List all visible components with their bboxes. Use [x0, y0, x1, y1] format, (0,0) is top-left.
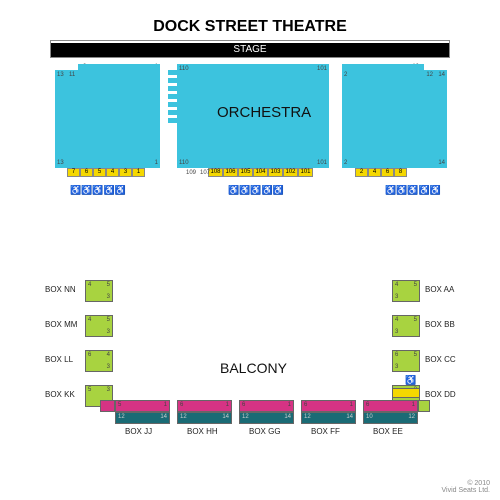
box-label: BOX BB	[425, 320, 455, 329]
balcony-box-lower[interactable]: 1214	[115, 412, 170, 424]
wheelchair-left: ♿♿♿♿♿	[70, 180, 126, 198]
balcony-box-upper[interactable]: 61	[239, 400, 294, 412]
premium-right[interactable]: 2468	[355, 168, 407, 177]
balcony-box-upper[interactable]: 61	[363, 400, 418, 412]
orchestra-left-top	[78, 64, 160, 70]
venue-title: DOCK STREET THEATRE	[0, 18, 500, 36]
box-section[interactable]: 563	[392, 350, 420, 372]
orchestra-center[interactable]: 110 101 110 101 ORCHESTRA	[177, 64, 329, 168]
box-section[interactable]: 543	[392, 315, 420, 337]
box-label: BOX KK	[45, 390, 75, 399]
box-label: BOX MM	[45, 320, 77, 329]
balcony-label: BALCONY	[220, 360, 287, 376]
balcony-box-label: BOX FF	[311, 427, 340, 436]
center-serration	[168, 70, 177, 123]
box-section[interactable]: 543	[392, 280, 420, 302]
box-label: BOX DD	[425, 390, 456, 399]
stage-outer: STAGE	[50, 40, 450, 58]
balcony-box-lower[interactable]: 1214	[177, 412, 232, 424]
balcony-box-upper[interactable]: 51	[115, 400, 170, 412]
balcony-box-label: BOX HH	[187, 427, 218, 436]
orchestra-right-top	[342, 64, 424, 70]
balcony-box-lower[interactable]: 1214	[301, 412, 356, 424]
balcony-box-label: BOX GG	[249, 427, 281, 436]
orchestra-right[interactable]: 2 10 12 14 2 14	[342, 70, 447, 168]
wheelchair-balcony: ♿	[405, 375, 416, 386]
box-label: BOX AA	[425, 285, 454, 294]
box-dd-premium[interactable]	[392, 388, 420, 398]
balcony-box-upper[interactable]: 61	[177, 400, 232, 412]
balcony-box-label: BOX EE	[373, 427, 403, 436]
premium-left[interactable]: 765431	[67, 168, 145, 177]
copyright: © 2010 Vivid Seats Ltd.	[441, 480, 490, 494]
premium-center[interactable]: 108106105104103102101	[208, 168, 313, 177]
wheelchair-center: ♿♿♿♿♿	[228, 180, 284, 198]
stage-bar: STAGE	[51, 43, 449, 57]
box-section[interactable]: 453	[85, 280, 113, 302]
balcony-box-lower[interactable]: 1214	[239, 412, 294, 424]
orchestra-label: ORCHESTRA	[217, 104, 311, 121]
wheelchair-right: ♿♿♿♿♿	[385, 180, 441, 198]
box-label: BOX NN	[45, 285, 76, 294]
box-section[interactable]: 643	[85, 350, 113, 372]
box-label: BOX LL	[45, 355, 73, 364]
box-label: BOX CC	[425, 355, 456, 364]
seating-chart: DOCK STREET THEATRE STAGE 13 11 9 1 13 1…	[0, 0, 500, 500]
box-section[interactable]: 453	[85, 315, 113, 337]
balcony-box-upper[interactable]: 61	[301, 400, 356, 412]
balcony-box-lower[interactable]: 1012	[363, 412, 418, 424]
balcony-box-label: BOX JJ	[125, 427, 152, 436]
orchestra-left[interactable]: 13 11 9 1 13 1	[55, 70, 160, 168]
